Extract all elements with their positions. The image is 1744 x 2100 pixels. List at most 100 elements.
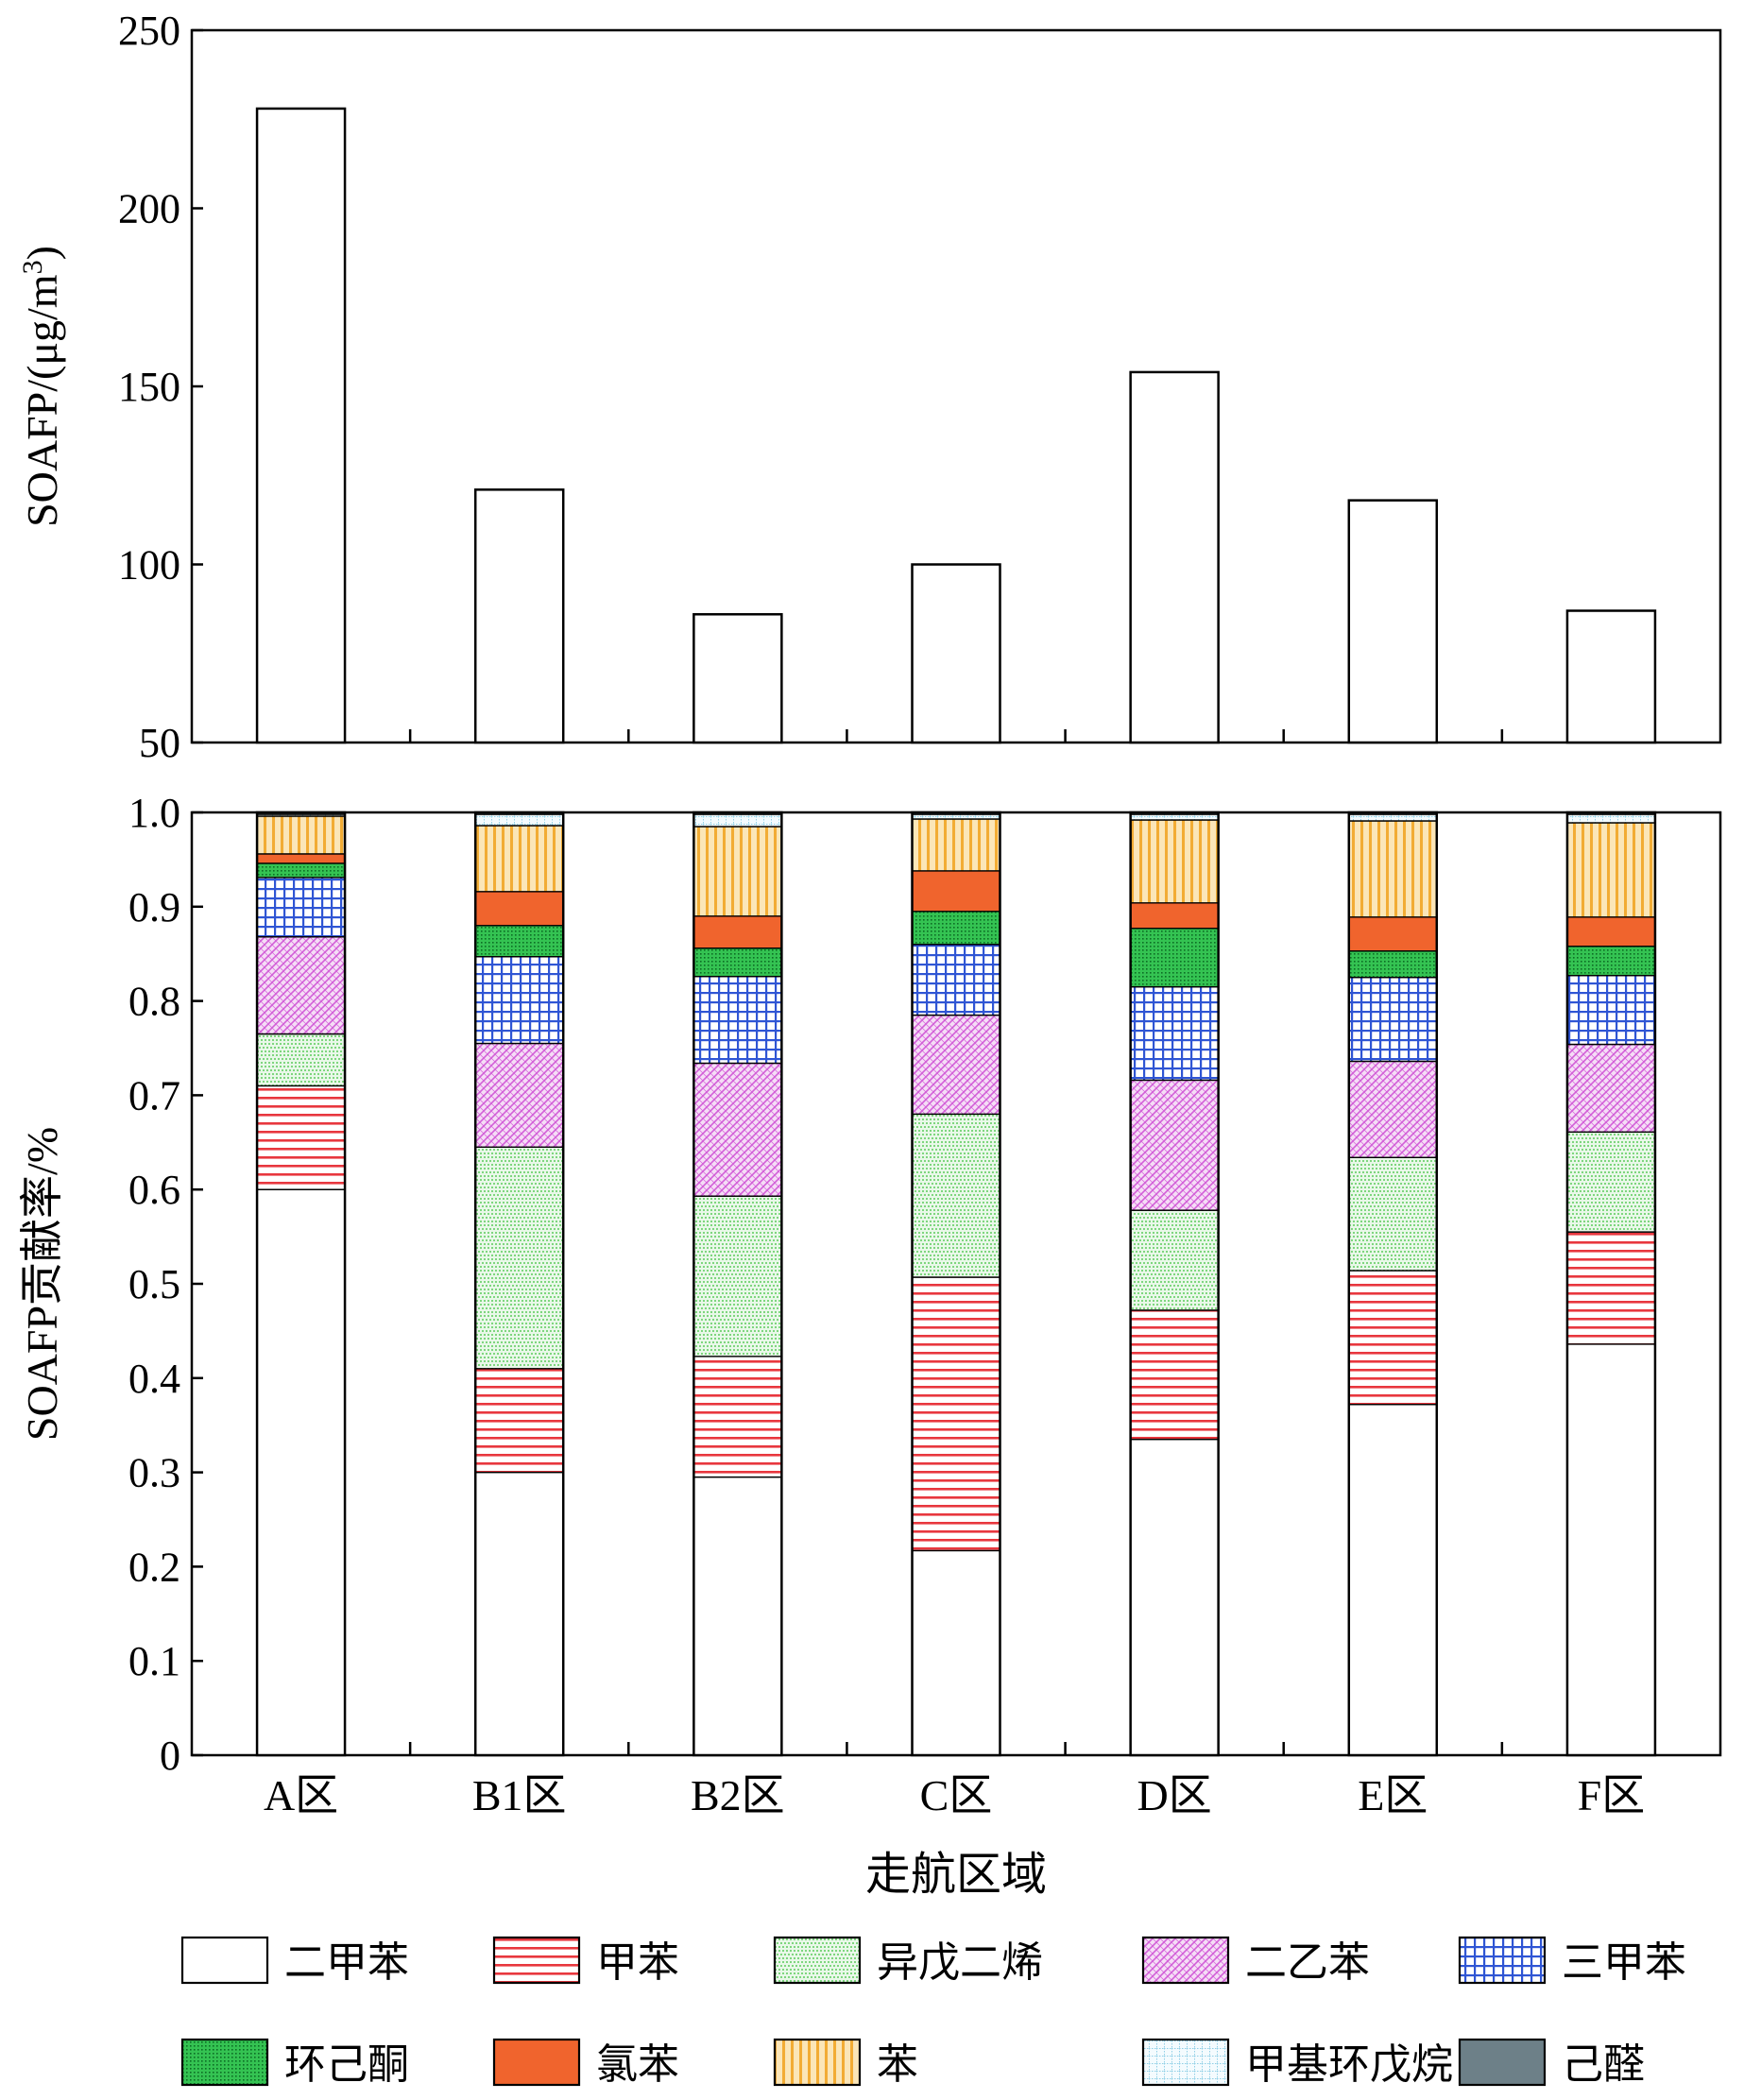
stacked-segment	[1129, 1079, 1220, 1211]
stacked-segment	[911, 944, 1001, 1016]
stacked-segment	[911, 1014, 1001, 1116]
stacked-segment	[692, 948, 783, 978]
stacked-segment	[1348, 1156, 1438, 1272]
stacked-bar-outline	[1129, 811, 1220, 1757]
stacked-segment	[474, 1042, 564, 1148]
stacked-segment	[1566, 822, 1656, 918]
top-bar	[255, 107, 347, 744]
stacked-segment	[256, 862, 346, 879]
top-y-tick-label: 200	[118, 186, 180, 232]
top-y-tick-label: 100	[118, 542, 180, 589]
legend-label: 己醛	[1562, 2040, 1645, 2089]
stacked-segment	[692, 1062, 783, 1197]
stacked-segment	[911, 1276, 1001, 1552]
stacked-segment	[911, 1113, 1001, 1278]
stacked-segment	[1129, 985, 1220, 1082]
stacked-bar-outline	[473, 811, 565, 1757]
stacked-segment	[1566, 1043, 1656, 1134]
stacked-bar-outline	[911, 811, 1001, 1757]
x-axis-label: 走航区域	[865, 1848, 1047, 1901]
bottom-y-tick-label: 0.4	[128, 1356, 180, 1402]
stacked-segment	[474, 1368, 564, 1474]
top-y-tick-label: 250	[118, 8, 180, 54]
legend-label: 氯苯	[596, 2040, 679, 2089]
stacked-segment	[692, 826, 783, 917]
stacked-segment	[256, 1033, 346, 1087]
stacked-segment	[692, 1476, 783, 1756]
stacked-segment	[256, 936, 346, 1035]
stacked-segment	[1348, 1060, 1438, 1158]
legend-swatch	[1141, 2038, 1230, 2087]
stacked-segment	[1348, 976, 1438, 1063]
legend-swatch	[773, 1936, 862, 1985]
stacked-segment	[474, 1146, 564, 1370]
stacked-segment	[256, 1084, 346, 1190]
top-y-tick-label: 150	[118, 364, 180, 410]
stacked-segment	[1348, 950, 1438, 979]
top-y-tick-label: 50	[139, 720, 180, 766]
stacked-segment	[1129, 1438, 1220, 1756]
bottom-y-tick-label: 0.1	[128, 1638, 180, 1684]
stacked-segment	[1566, 946, 1656, 977]
stacked-bar-outline	[1565, 811, 1657, 1757]
legend-label: 甲苯	[596, 1938, 679, 1987]
stacked-segment	[256, 853, 346, 864]
top-bar	[473, 488, 565, 744]
stacked-segment	[1348, 1270, 1438, 1406]
top-panel: 50 100 150 200 250 SOAFP/(μg/m3)	[17, 8, 1722, 766]
x-tick-label: C区	[920, 1771, 993, 1819]
stacked-segment	[474, 891, 564, 927]
legend-label: 苯	[877, 2040, 918, 2089]
bottom-y-tick-label: 0.7	[128, 1072, 180, 1118]
stacked-segment	[474, 1471, 564, 1756]
stacked-segment	[474, 925, 564, 958]
stacked-segment	[1348, 820, 1438, 918]
legend-swatch	[1141, 1936, 1230, 1985]
stacked-segment	[1129, 1309, 1220, 1441]
stacked-segment	[1566, 813, 1656, 824]
x-tick-label: B2区	[691, 1771, 785, 1819]
legend-swatch	[773, 2038, 862, 2087]
stacked-segment	[692, 1195, 783, 1357]
bottom-y-axis-label: SOAFP贡献率/%	[18, 1127, 66, 1441]
bottom-y-tick-label: 0.2	[128, 1544, 180, 1590]
legend-swatch	[492, 2038, 581, 2087]
legend-swatch	[1458, 2038, 1547, 2087]
stacked-segment	[474, 825, 564, 893]
stacked-segment	[256, 815, 346, 855]
stacked-segment	[1566, 916, 1656, 948]
stacked-segment	[1129, 928, 1220, 988]
legend-label: 异戊二烯	[877, 1938, 1043, 1987]
bottom-y-tick-label: 0.5	[128, 1261, 180, 1307]
legend-label: 二甲苯	[284, 1938, 409, 1987]
bottom-y-tick-label: 0.6	[128, 1167, 180, 1213]
legend-swatch	[180, 2038, 269, 2087]
top-bar	[1347, 499, 1439, 744]
stacked-segment	[1129, 819, 1220, 904]
stacked-segment	[1129, 902, 1220, 930]
stacked-segment	[1566, 1231, 1656, 1345]
stacked-segment	[911, 818, 1001, 872]
stacked-segment	[911, 911, 1001, 946]
stacked-segment	[692, 813, 783, 828]
top-bar	[692, 613, 783, 744]
top-bar	[911, 563, 1001, 744]
stacked-segment	[1566, 1343, 1656, 1756]
stacked-segment	[1348, 813, 1438, 822]
legend-label: 甲基环戊烷	[1245, 2040, 1453, 2089]
stacked-segment	[474, 813, 564, 827]
stacked-bar-outline	[255, 811, 347, 1757]
stacked-segment	[911, 813, 1001, 820]
legend-label: 环己酮	[284, 2040, 409, 2089]
bottom-y-tick-label: 0.9	[128, 884, 180, 930]
stacked-bar-outline	[1347, 811, 1439, 1757]
top-y-axis-label: SOAFP/(μg/m3)	[17, 246, 66, 527]
legend-label: 三甲苯	[1562, 1938, 1686, 1987]
stacked-segment	[256, 877, 346, 938]
legend-swatch	[492, 1936, 581, 1985]
x-tick-label: E区	[1358, 1771, 1428, 1819]
stacked-segment	[1566, 974, 1656, 1046]
stacked-segment	[692, 915, 783, 949]
